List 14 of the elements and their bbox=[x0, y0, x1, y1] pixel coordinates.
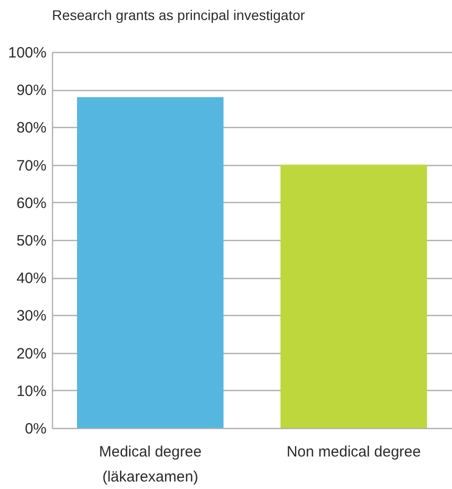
y-tick-label: 60% bbox=[16, 194, 46, 212]
x-tick-label: Medical degree (läkarexamen) bbox=[98, 444, 202, 486]
y-tick-label: 100% bbox=[8, 44, 46, 62]
y-tick-label: 30% bbox=[16, 308, 46, 325]
y-tick-label: 90% bbox=[16, 82, 46, 100]
y-tick-label: 0% bbox=[24, 420, 46, 438]
x-tick-label: Non medical degree bbox=[286, 444, 421, 460]
y-tick-label: 70% bbox=[16, 157, 46, 174]
y-tick-label: 40% bbox=[16, 270, 46, 288]
y-tick-label: 20% bbox=[16, 345, 46, 362]
y-tick-label: 80% bbox=[16, 120, 46, 137]
chart-title: Research grants as principal investigator bbox=[52, 7, 306, 23]
y-tick-label: 50% bbox=[16, 232, 46, 250]
y-tick-label: 10% bbox=[16, 382, 46, 400]
